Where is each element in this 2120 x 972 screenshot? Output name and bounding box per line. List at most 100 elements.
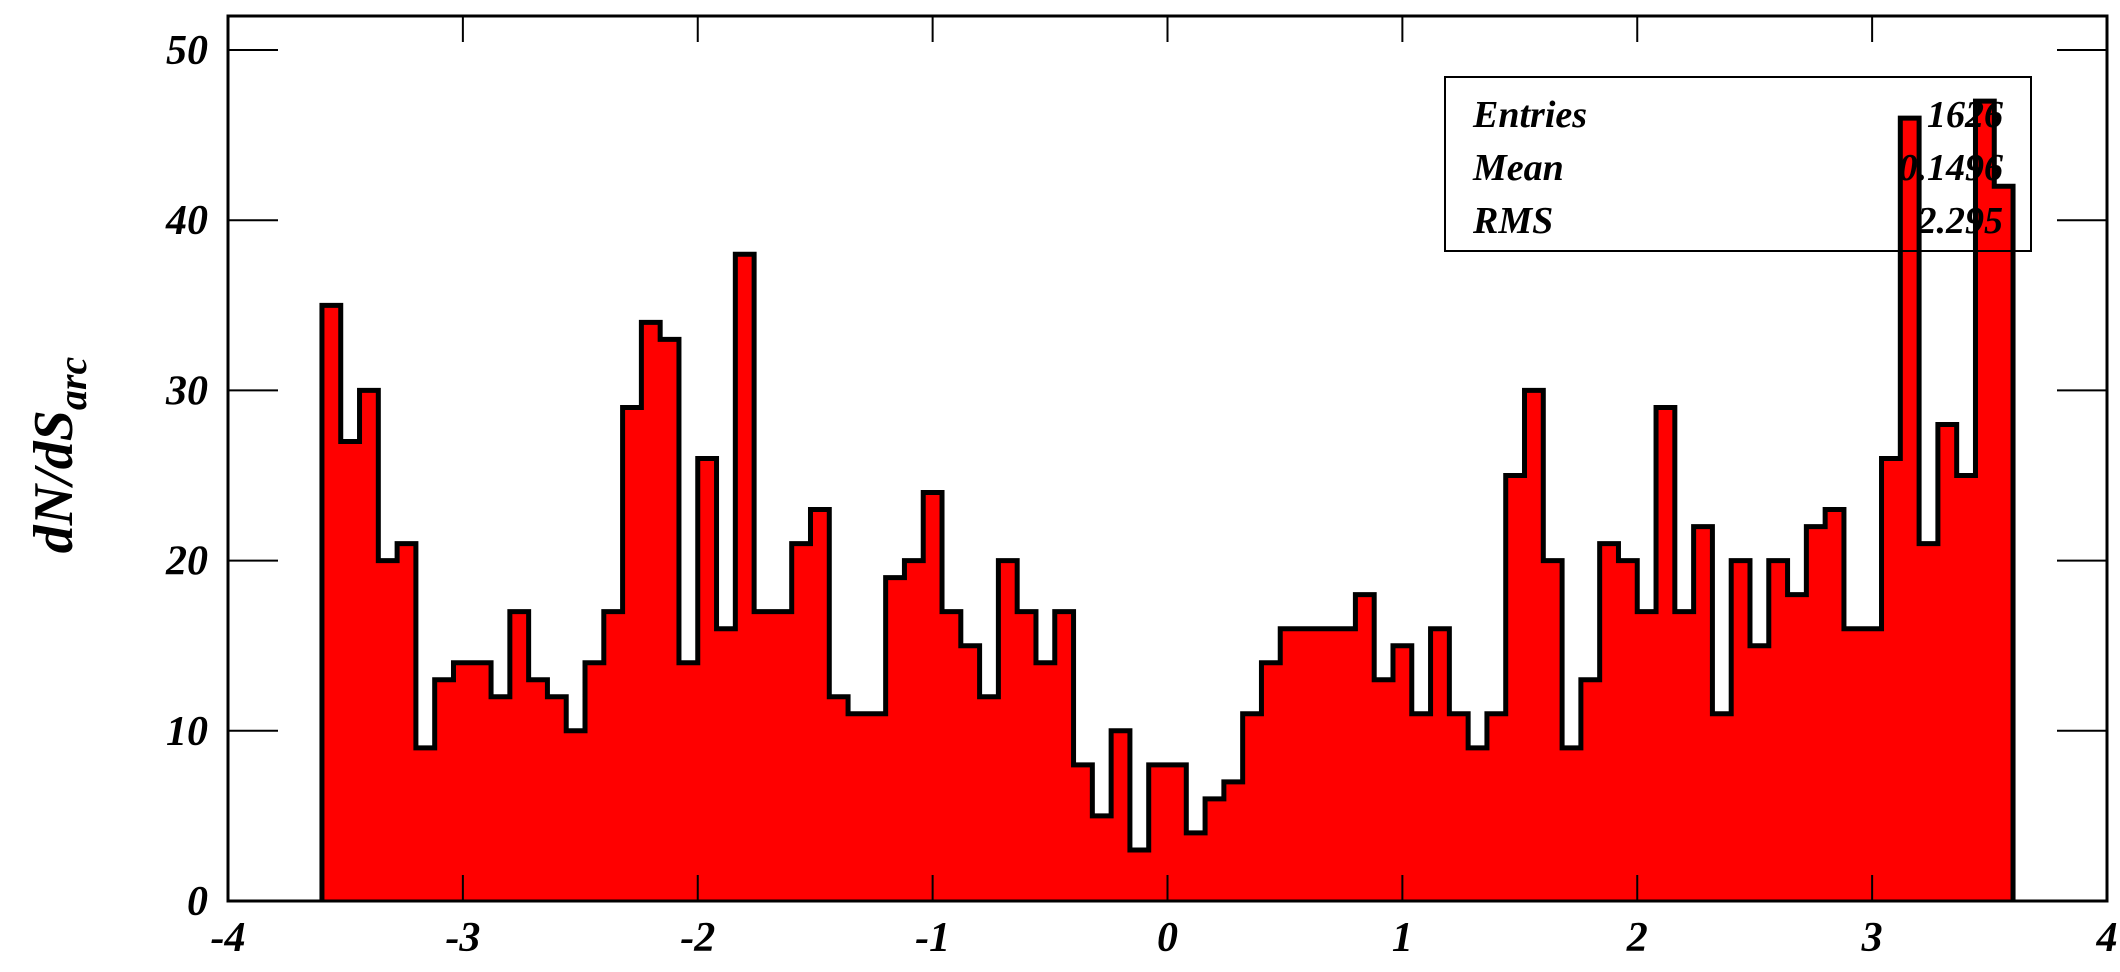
histogram-bar — [1787, 594, 1807, 901]
histogram-bar — [1486, 713, 1507, 901]
histogram-outline — [319, 98, 2016, 901]
histogram-bar — [1505, 475, 1526, 901]
histogram-bar — [1975, 101, 1995, 902]
histogram-bar — [1919, 543, 1939, 901]
histogram-bar — [791, 543, 811, 901]
histogram-bar — [885, 577, 905, 901]
histogram-bar — [321, 305, 342, 902]
histogram-bar — [641, 322, 661, 901]
histogram-bar — [1862, 628, 1883, 901]
y-axis-label: dN/dSarc — [23, 357, 95, 554]
histogram-bar — [1148, 764, 1168, 901]
histogram-bar — [1167, 764, 1187, 901]
histogram-bar — [660, 339, 680, 902]
stats-value: 0.1496 — [1899, 147, 2004, 189]
histogram-bar — [397, 543, 417, 901]
histogram-bar — [1223, 781, 1244, 901]
histogram-bar — [378, 560, 398, 901]
histogram-bar — [1374, 679, 1394, 901]
histogram-bar — [1712, 713, 1732, 901]
histogram-bar — [866, 713, 887, 901]
histogram-bar — [716, 628, 736, 901]
y-tick-label: 40 — [165, 198, 208, 244]
histogram-bar — [472, 662, 492, 901]
histogram-bar — [1524, 390, 1544, 901]
histogram-bar — [1205, 798, 1225, 901]
histogram-bar — [1280, 628, 1300, 901]
histogram-bar — [509, 611, 530, 901]
histogram-bar — [1430, 628, 1450, 901]
histogram-bar — [772, 611, 793, 901]
histogram-bar — [923, 492, 943, 901]
histogram-bar — [1129, 849, 1150, 901]
y-tick-label: 30 — [165, 368, 208, 414]
histogram-bar — [678, 662, 699, 901]
histogram-bar — [1693, 526, 1713, 901]
x-tick-label: 4 — [2096, 915, 2118, 961]
histogram-bar — [1749, 645, 1770, 901]
histogram-bar — [1731, 560, 1751, 901]
histogram-bar — [848, 713, 868, 901]
histogram-bar — [528, 679, 548, 901]
histogram-bar — [1994, 186, 2014, 901]
histogram-bar — [1806, 526, 1826, 901]
y-tick-label: 50 — [166, 28, 208, 74]
y-tick-label: 10 — [166, 709, 208, 755]
histogram-bar — [1355, 594, 1375, 901]
histogram-bar — [603, 611, 624, 901]
x-tick-label: 2 — [1626, 915, 1648, 961]
histogram-bar — [1073, 764, 1093, 901]
histogram-bar — [1937, 424, 1958, 901]
y-label-subscript: arc — [50, 357, 95, 411]
histogram-bar — [453, 662, 473, 901]
histogram-bar — [1618, 560, 1638, 901]
histogram-bar — [1261, 662, 1281, 901]
stats-value: 1626 — [1927, 94, 2003, 136]
histogram-bar — [1111, 730, 1131, 901]
stats-label: Entries — [1472, 94, 1587, 136]
x-tick-label: -1 — [915, 915, 950, 961]
y-tick-label: 20 — [165, 539, 208, 585]
histogram-bar — [1017, 611, 1037, 901]
histogram-bar — [697, 458, 718, 901]
histogram-bar — [1035, 662, 1056, 901]
histogram-bar — [1092, 815, 1112, 901]
histogram-bar — [1336, 628, 1356, 901]
stats-box — [1444, 76, 2032, 252]
histogram-bar — [1580, 679, 1601, 901]
histogram-bar — [1543, 560, 1563, 901]
histogram-bar — [340, 441, 361, 901]
x-tick-label: -2 — [680, 915, 715, 961]
histogram-bar — [415, 747, 436, 901]
histogram-bar — [1392, 645, 1413, 901]
histogram-bar — [1843, 628, 1864, 901]
histogram-bar — [735, 254, 755, 901]
histogram-bar — [566, 730, 586, 901]
histogram-bar — [359, 390, 379, 901]
histogram-bar — [1674, 611, 1695, 901]
histogram-bar — [1656, 407, 1676, 901]
histogram-bar — [547, 696, 567, 901]
x-tick-label: 0 — [1157, 915, 1178, 961]
x-tick-label: 1 — [1392, 915, 1413, 961]
stats-label: Mean — [1472, 147, 1564, 189]
histogram-bar — [491, 696, 511, 901]
histogram-bar — [1881, 458, 1901, 901]
histogram-bar — [829, 696, 849, 901]
histogram-bar — [1299, 628, 1319, 901]
histogram-bar — [960, 645, 981, 901]
histogram-bar — [1317, 628, 1338, 901]
histogram-bar — [1054, 611, 1075, 901]
histogram-bar — [1468, 747, 1488, 901]
histogram-bar — [585, 662, 605, 901]
x-tick-label: -3 — [445, 915, 480, 961]
histogram-bar — [1411, 713, 1432, 901]
histogram-bar — [1768, 560, 1789, 901]
histogram-bar — [622, 407, 642, 901]
histogram-bar — [1449, 713, 1469, 901]
histogram-bar — [1599, 543, 1619, 901]
histogram-bar — [1637, 611, 1657, 901]
histogram-bar — [1956, 475, 1976, 901]
histogram-bar — [1186, 832, 1206, 901]
